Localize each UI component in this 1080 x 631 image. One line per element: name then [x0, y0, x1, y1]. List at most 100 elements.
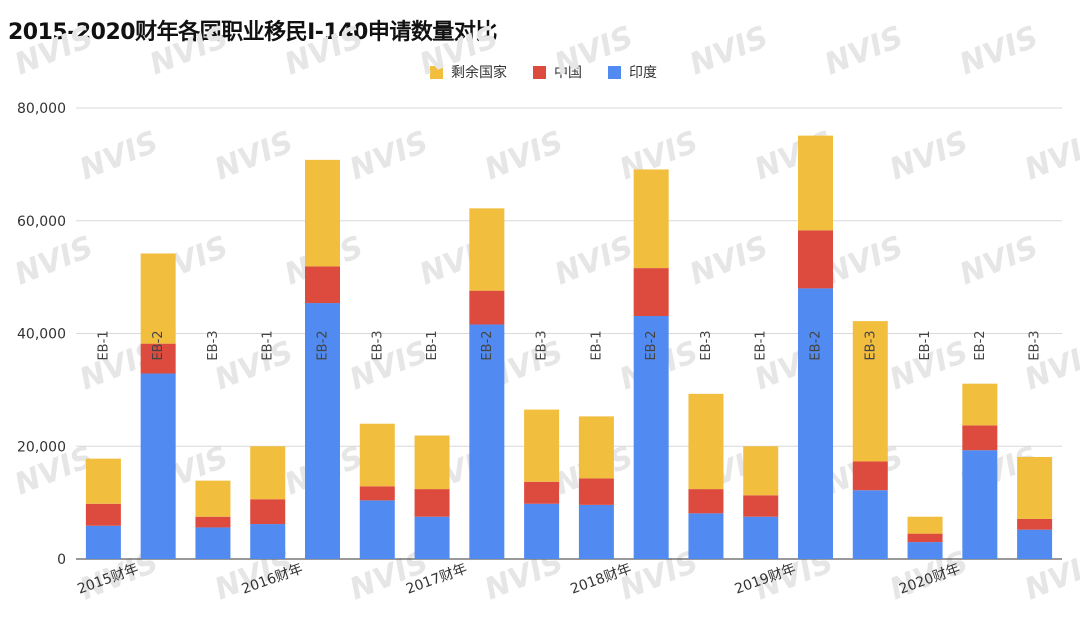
watermark-text: NVIS: [345, 125, 433, 188]
bar-segment-rest: [414, 435, 450, 490]
y-tick-label: 0: [57, 552, 66, 568]
bar-segment-india: [743, 516, 779, 559]
bar-segment-rest: [305, 159, 340, 267]
bar-category-label: EB-2: [151, 330, 166, 360]
bar-category-label: EB-2: [480, 330, 495, 360]
watermark-text: NVIS: [550, 20, 638, 83]
bar-category-label: EB-3: [206, 330, 221, 360]
bar-segment-india: [359, 500, 395, 559]
watermark-text: NVIS: [1020, 125, 1080, 188]
bar-segment-india: [798, 288, 833, 559]
watermark-text: NVIS: [280, 20, 368, 83]
watermark-text: NVIS: [145, 20, 233, 83]
bar-segment-india: [85, 525, 121, 559]
watermark-text: NVIS: [550, 230, 638, 293]
bar-segment-india: [907, 542, 943, 559]
bar-segment-india: [578, 504, 614, 559]
legend-label-china: 中国: [554, 65, 582, 81]
bar-segment-china: [469, 290, 505, 325]
bar-segment-india: [688, 513, 724, 559]
bar-segment-china: [798, 230, 833, 289]
bar-segment-india: [250, 524, 286, 559]
bar-segment-india: [633, 316, 669, 559]
watermark-text: NVIS: [685, 230, 773, 293]
legend-item-china[interactable]: 中国: [533, 62, 582, 82]
bar-segment-china: [140, 343, 176, 374]
bar-segment-china: [578, 478, 614, 505]
watermark-text: NVIS: [885, 125, 973, 188]
bar-segment-india: [195, 527, 231, 559]
watermark-text: NVIS: [210, 335, 298, 398]
bar-segment-rest: [359, 423, 395, 487]
bar-category-label: EB-2: [644, 330, 659, 360]
bar-segment-india: [469, 324, 505, 559]
bar-segment-china: [305, 266, 340, 304]
legend-item-rest[interactable]: 剩余国家: [430, 62, 507, 82]
bars: [85, 135, 1053, 559]
watermark-text: NVIS: [685, 20, 773, 83]
y-tick-label: 60,000: [17, 214, 66, 230]
bar-category-label: EB-1: [589, 330, 604, 360]
bar-segment-rest: [852, 321, 888, 462]
bar-segment-china: [743, 495, 779, 517]
bar-segment-rest: [798, 135, 833, 231]
bar-category-label: EB-1: [425, 330, 440, 360]
bar-segment-china: [359, 486, 395, 501]
bar-segment-china: [907, 533, 943, 543]
bar-segment-china: [524, 481, 560, 504]
bar-category-label: EB-3: [1028, 330, 1043, 360]
watermark-text: NVIS: [210, 125, 298, 188]
bar-segment-rest: [578, 416, 614, 479]
watermark-text: NVIS: [820, 230, 908, 293]
watermark-text: NVIS: [820, 20, 908, 83]
bar-category-label: EB-2: [973, 330, 988, 360]
bar-segment-china: [250, 499, 286, 525]
bar-segment-rest: [1017, 456, 1053, 519]
bar-category-label: EB-1: [96, 330, 111, 360]
bar-segment-india: [305, 303, 340, 559]
bar-segment-india: [962, 450, 998, 559]
chart-title: 2015-2020财年各国职业移民I-140申请数量对比: [8, 20, 497, 45]
watermark-text: NVIS: [480, 125, 568, 188]
bar-category-label: EB-2: [809, 330, 824, 360]
watermark-text: NVIS: [75, 125, 163, 188]
legend-swatch-rest: [430, 65, 443, 79]
bar-category-label: EB-3: [535, 330, 550, 360]
bar-category-label: EB-3: [699, 330, 714, 360]
bar-category-label: EB-3: [370, 330, 385, 360]
bar-segment-china: [852, 461, 888, 491]
watermark-text: NVIS: [10, 20, 98, 83]
watermark-text: NVIS: [10, 230, 98, 293]
bar-segment-china: [688, 489, 724, 514]
bar-segment-india: [140, 373, 176, 559]
bar-segment-india: [414, 516, 450, 559]
bar-segment-rest: [469, 208, 505, 291]
bar-segment-rest: [633, 169, 669, 269]
legend-label-rest: 剩余国家: [451, 65, 507, 81]
bar-segment-china: [85, 503, 121, 526]
bar-segment-rest: [962, 383, 998, 426]
bar-category-label: EB-1: [754, 330, 769, 360]
bar-segment-rest: [195, 480, 231, 517]
bar-segment-rest: [250, 446, 286, 500]
bar-category-label: EB-3: [863, 330, 878, 360]
watermark-text: NVIS: [955, 230, 1043, 293]
y-tick-label: 40,000: [17, 327, 66, 343]
bar-segment-china: [195, 516, 231, 528]
legend-swatch-india: [608, 65, 621, 79]
bar-segment-india: [852, 490, 888, 559]
watermark-text: NVIS: [345, 335, 433, 398]
legend-item-india[interactable]: 印度: [608, 62, 657, 82]
bar-segment-rest: [140, 253, 176, 344]
bar-segment-china: [633, 268, 669, 317]
bar-category-labels: EB-1 EB-2 EB-3 EB-1 EB-2 EB-3 EB-1 EB-2 EB-3 EB-1…: [96, 330, 1042, 360]
bar-segment-china: [962, 425, 998, 451]
bar-segment-rest: [907, 516, 943, 534]
gridlines: [76, 107, 1062, 560]
bar-category-label: EB-2: [316, 330, 331, 360]
bar-segment-china: [1017, 518, 1053, 530]
watermark-text: NVIS: [415, 20, 503, 83]
bar-segment-india: [524, 503, 560, 559]
bar-category-label: EB-1: [261, 330, 276, 360]
